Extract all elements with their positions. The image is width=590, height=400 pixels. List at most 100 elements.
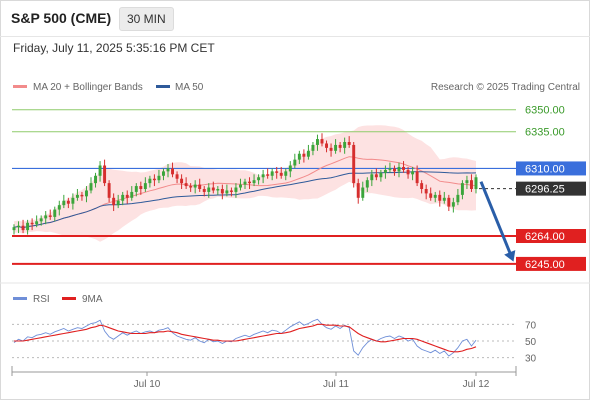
candle-body (420, 183, 424, 189)
candle (424, 184, 428, 200)
candle (112, 193, 116, 212)
candle-body (39, 218, 43, 222)
rsi-line (13, 318, 477, 357)
candle (166, 164, 170, 178)
candle (284, 168, 288, 181)
candle (388, 162, 392, 173)
candle (48, 209, 52, 220)
candle (447, 194, 451, 212)
candle-body (302, 153, 306, 157)
credit-text: Research © 2025 Trading Central (431, 82, 580, 93)
candle-body (279, 172, 283, 176)
candle (338, 142, 342, 153)
candle (420, 180, 424, 194)
candle (26, 219, 30, 235)
candle-body (62, 200, 66, 206)
candle-body (306, 150, 310, 157)
candle (207, 183, 211, 198)
candle (275, 166, 279, 179)
candle-body (184, 183, 188, 187)
candle (157, 169, 161, 184)
timeframe-badge[interactable]: 30 MIN (119, 7, 174, 31)
candle (107, 180, 111, 203)
level-label-resistance: 6350.00 (525, 105, 565, 117)
instrument-title: S&P 500 (CME) (11, 10, 112, 26)
candle (279, 166, 283, 179)
ma50-legend-swatch (156, 85, 170, 88)
forecast-arrow (479, 181, 516, 262)
candle-body (12, 227, 16, 231)
candle-body (383, 169, 387, 173)
candle (75, 189, 79, 201)
candle (329, 143, 333, 157)
candle-body (325, 143, 329, 148)
candle (84, 186, 88, 203)
candle (270, 168, 274, 181)
candle-body (121, 194, 125, 201)
candle-body (134, 186, 138, 192)
candle (44, 211, 48, 225)
candle-body (311, 144, 315, 151)
candle-body (252, 180, 256, 184)
rsi-legend-swatch (13, 297, 27, 300)
candle (175, 171, 179, 184)
rsi-tick-label: 70 (525, 320, 537, 331)
candle-body (374, 174, 378, 178)
candle (266, 168, 270, 179)
candle (229, 187, 233, 197)
candle (442, 191, 446, 204)
level-label-bg (516, 161, 586, 176)
candle (469, 174, 473, 192)
candle-body (53, 209, 57, 217)
candle (361, 181, 365, 201)
candle (116, 194, 120, 209)
candle-body (225, 190, 229, 194)
level-label-bg (516, 256, 586, 271)
ma50-legend-label: MA 50 (175, 82, 204, 93)
candle-body (75, 194, 79, 198)
candle (12, 224, 16, 235)
candle (98, 161, 102, 182)
candle-body (180, 178, 184, 184)
candle-body (343, 142, 347, 148)
candle (134, 183, 138, 197)
candle (411, 166, 415, 181)
level-label-support: 6264.00 (525, 231, 565, 243)
candle-body (193, 184, 197, 188)
candle (397, 162, 401, 178)
candle-body (207, 187, 211, 192)
candle (184, 177, 188, 189)
level-label-bg (516, 181, 586, 196)
ma20-legend-swatch (13, 85, 27, 88)
candle-body (220, 189, 224, 194)
candle-body (392, 168, 396, 172)
x-axis: Jul 10 Jul 11 Jul 12 (11, 366, 517, 390)
candle-body (424, 189, 428, 194)
x-tick-label: Jul 11 (323, 379, 349, 390)
candle-body (474, 177, 478, 189)
candle-body (157, 175, 161, 181)
candle-body (370, 174, 374, 181)
candle (374, 168, 378, 181)
candles (12, 133, 478, 235)
candle-body (243, 181, 247, 185)
candle (243, 178, 247, 189)
candle-body (171, 168, 175, 175)
candle (325, 140, 329, 153)
candle-body (98, 165, 102, 176)
candle (130, 186, 134, 201)
rsi-tick-label: 30 (525, 354, 537, 365)
candle-body (411, 171, 415, 175)
candle-body (429, 193, 433, 198)
candle (343, 137, 347, 154)
rsi-ma-legend-swatch (62, 297, 76, 300)
candle-body (315, 139, 319, 145)
candle (370, 169, 374, 187)
candle-body (143, 183, 147, 189)
rsi-tick-label: 50 (525, 337, 537, 348)
candle-body (261, 174, 265, 178)
header-bar: S&P 500 (CME) 30 MIN (0, 0, 590, 37)
candle-body (234, 187, 238, 192)
x-tick-label: Jul 10 (134, 379, 161, 390)
candle-body (116, 200, 120, 206)
